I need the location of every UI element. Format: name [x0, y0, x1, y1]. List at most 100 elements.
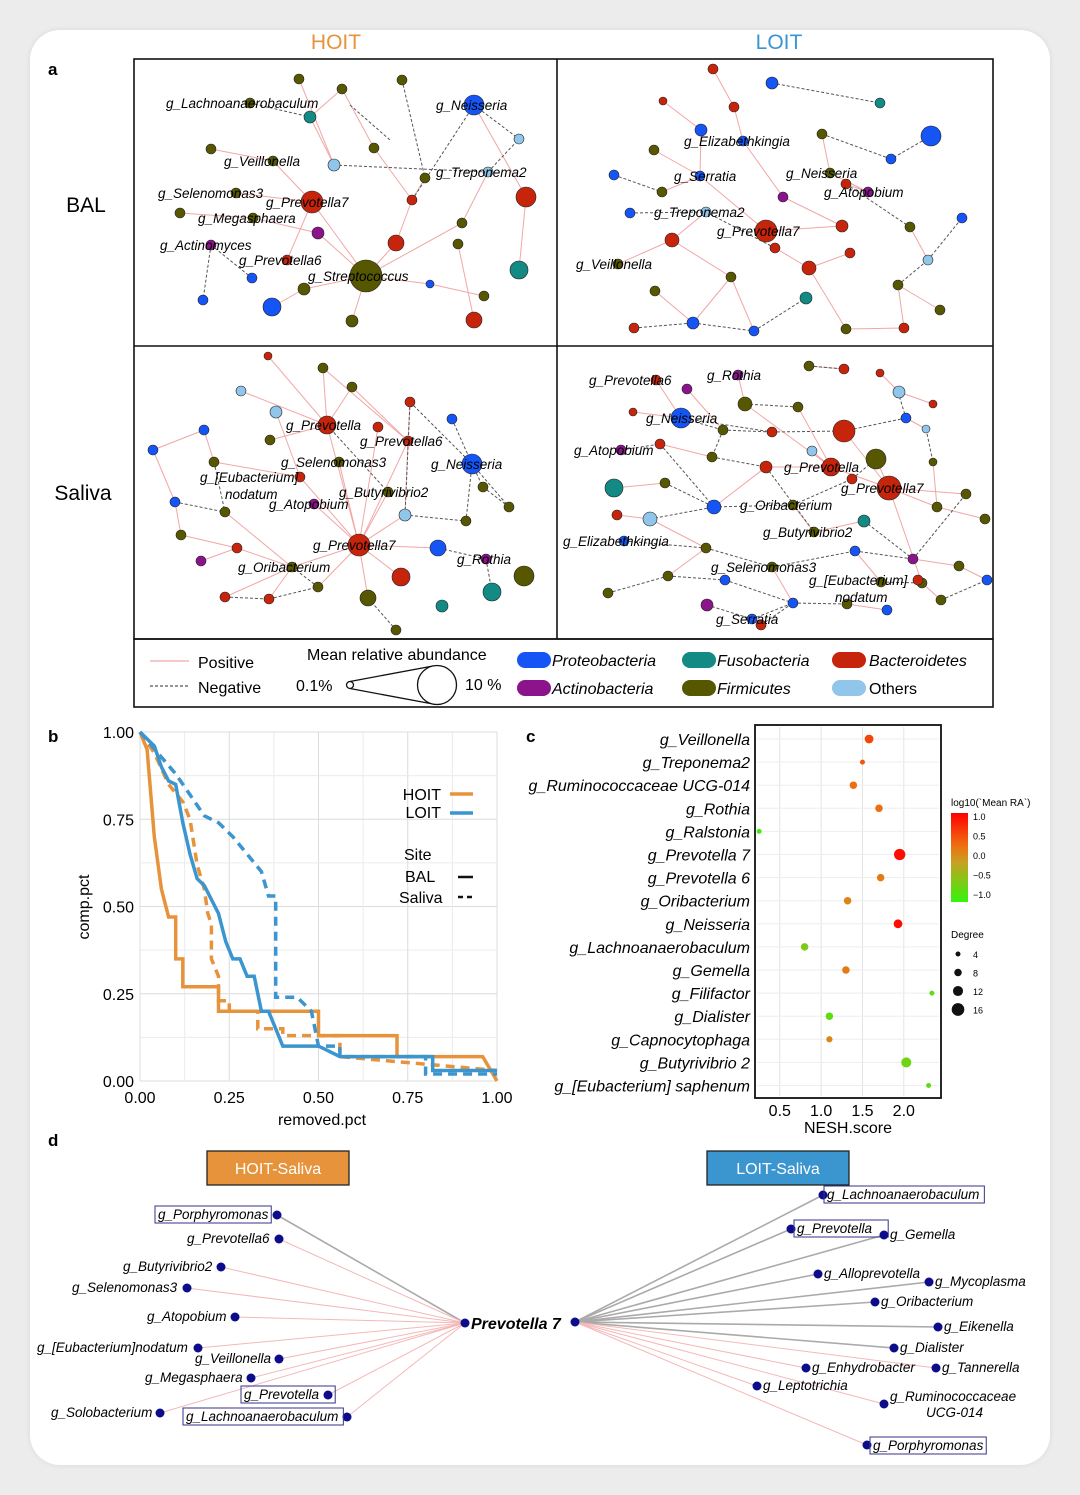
network-node	[642, 511, 658, 527]
network-node	[898, 322, 910, 334]
network-loit-saliva: g_Prevotella6 g_Rothia g_Neisseria g_Atopob…	[563, 360, 993, 631]
positive-edge	[667, 547, 707, 577]
network-grid-frame	[133, 58, 994, 640]
network-node	[503, 501, 515, 513]
abundance-small-circle	[345, 680, 355, 690]
star-node	[342, 1412, 352, 1422]
panel-b: b 0.00 0.25 0.50 0.75 1.00 0.00 0.25 0.50 0.75 1.…	[48, 725, 513, 1129]
network-node	[922, 254, 934, 266]
legend-proteobacteria: Proteobacteria	[552, 653, 656, 670]
x-tick-label: 1.0	[810, 1103, 832, 1120]
network-node	[865, 448, 887, 470]
positive-edge	[671, 211, 707, 241]
negative-edge	[760, 602, 794, 626]
node-label: g_[Eubacterium]	[200, 470, 300, 485]
network-node	[956, 212, 968, 224]
star-node	[931, 1363, 941, 1373]
star-edge	[159, 1322, 466, 1414]
positive-edge	[909, 226, 929, 261]
legend-firmicutes: Firmicutes	[717, 681, 791, 698]
labeled-node	[876, 475, 902, 501]
highlight-box	[869, 1436, 987, 1455]
network-node	[748, 325, 760, 337]
node-label: g_Serratia	[716, 612, 779, 627]
dot-point	[926, 1083, 932, 1088]
swatch-firmicutes	[682, 680, 716, 696]
star-edge	[346, 1322, 466, 1418]
network-node	[928, 457, 938, 467]
network-node	[456, 217, 468, 229]
star-node	[879, 1230, 889, 1240]
network-node	[452, 238, 464, 250]
star-edge	[327, 1322, 466, 1396]
y-tick-label: 0.00	[103, 1074, 134, 1091]
dot-point	[893, 919, 903, 929]
network-node	[700, 542, 712, 554]
negative-edge	[897, 259, 929, 286]
center-node-left	[460, 1318, 470, 1328]
negative-edge	[224, 596, 270, 600]
network-node	[293, 73, 305, 85]
row-label-bal: BAL	[66, 194, 106, 217]
negative-edge	[268, 586, 319, 600]
size-tick-label: 8	[973, 969, 978, 979]
network-node	[174, 207, 186, 219]
positive-edge	[518, 196, 527, 271]
negative-edge	[487, 138, 520, 173]
network-node	[478, 290, 490, 302]
dot-point	[929, 990, 935, 996]
network-node	[312, 581, 324, 593]
network-node	[849, 545, 861, 557]
node-label: g_Lachnoanaerobaculum	[166, 96, 318, 111]
positive-edge	[322, 367, 328, 426]
swatch-bacteroidetes	[832, 652, 866, 668]
positive-edge	[854, 550, 882, 583]
category-label: g_Prevotella 6	[648, 871, 750, 888]
dot-point	[875, 804, 883, 813]
panel-c: c g_Veillonella g_Treponema2 g_Ruminococca…	[526, 724, 1030, 1137]
network-node	[755, 619, 767, 631]
loit-saliva-title-box	[706, 1150, 850, 1186]
category-label: g_Neisseria	[666, 917, 751, 934]
labeled-node	[766, 561, 778, 573]
positive-edge	[473, 104, 527, 198]
labeled-node	[732, 369, 744, 381]
labeled-node	[230, 187, 242, 199]
x-tick-label: 0.25	[214, 1090, 245, 1107]
node-label: g_Atopobium	[574, 443, 654, 458]
star-node	[274, 1354, 284, 1364]
negative-edge	[291, 566, 319, 588]
negative-edge	[473, 104, 520, 140]
labeled-node	[300, 190, 324, 214]
network-node	[624, 207, 636, 219]
labeled-node	[808, 526, 820, 538]
network-node	[681, 383, 693, 395]
node-label: g_Streptococcus	[308, 269, 409, 284]
category-label: g_Lachnoanaerobaculum	[569, 940, 750, 957]
negative-edge	[471, 463, 510, 508]
color-legend-bar	[951, 813, 968, 902]
star-node	[879, 1399, 889, 1409]
legend-abundance-max: 10 %	[465, 677, 501, 694]
labeled-node	[746, 613, 758, 625]
size-legend-items: 4 8 12 16	[951, 950, 983, 1016]
positive-edge	[692, 276, 732, 324]
negative-edge	[620, 443, 661, 451]
network-node	[787, 597, 799, 609]
star-node	[818, 1190, 828, 1200]
network-node	[346, 381, 358, 393]
network-node	[874, 97, 886, 109]
labeled-node	[461, 453, 483, 475]
network-node	[765, 76, 779, 90]
network-hoit-bal: g_Lachnoanaerobaculum g_Neisseria g_Veillo…	[158, 73, 537, 329]
network-node	[359, 589, 377, 607]
panel-c-plot-frame	[754, 724, 942, 1099]
positive-edge	[457, 243, 475, 321]
network-node	[719, 574, 731, 586]
labeled-node	[700, 206, 712, 218]
positive-edge	[322, 367, 409, 442]
star-node-label: g_Ruminococcaceae	[890, 1389, 1016, 1404]
node-label: g_Oribacterium	[238, 560, 330, 575]
network-node	[844, 247, 856, 259]
